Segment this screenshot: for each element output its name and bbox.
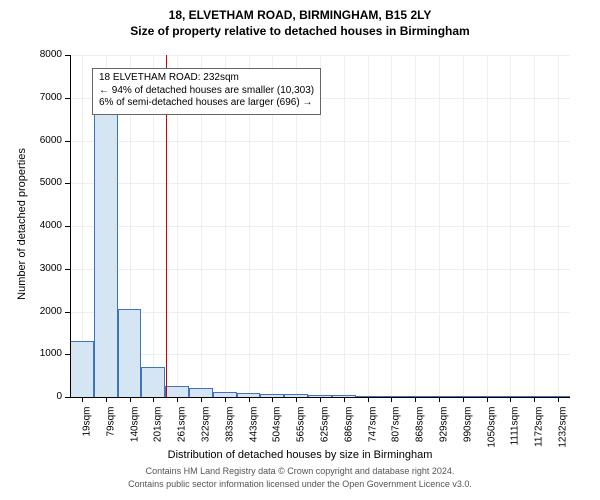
bar xyxy=(141,367,165,397)
x-tick xyxy=(439,397,440,402)
x-tick xyxy=(153,397,154,402)
y-axis-title: Number of detached properties xyxy=(16,124,28,324)
x-axis-title: Distribution of detached houses by size … xyxy=(0,449,600,461)
footer-line1: Contains HM Land Registry data © Crown c… xyxy=(0,466,600,476)
x-tick xyxy=(225,397,226,402)
x-tick xyxy=(534,397,535,402)
grid-line-horizontal xyxy=(70,226,570,227)
grid-line-horizontal xyxy=(70,269,570,270)
x-tick xyxy=(296,397,297,402)
grid-line-horizontal xyxy=(70,55,570,56)
x-tick xyxy=(463,397,464,402)
footer-line2: Contains public sector information licen… xyxy=(0,479,600,489)
x-tick xyxy=(558,397,559,402)
y-tick-label: 6000 xyxy=(40,135,62,146)
x-tick xyxy=(344,397,345,402)
x-tick xyxy=(130,397,131,402)
annotation-line1: 18 ELVETHAM ROAD: 232sqm xyxy=(99,72,314,85)
bar xyxy=(94,106,118,397)
bar xyxy=(118,309,142,397)
bar xyxy=(189,388,213,397)
x-tick xyxy=(249,397,250,402)
x-tick xyxy=(82,397,83,402)
grid-line-horizontal xyxy=(70,354,570,355)
y-tick-label: 3000 xyxy=(40,263,62,274)
y-tick-label: 1000 xyxy=(40,348,62,359)
grid-line-horizontal xyxy=(70,141,570,142)
bar xyxy=(70,341,94,397)
x-tick xyxy=(487,397,488,402)
y-tick-label: 7000 xyxy=(40,92,62,103)
x-tick xyxy=(510,397,511,402)
y-tick-label: 2000 xyxy=(40,306,62,317)
x-tick xyxy=(106,397,107,402)
chart-title-line1: 18, ELVETHAM ROAD, BIRMINGHAM, B15 2LY xyxy=(0,8,600,22)
y-tick-label: 4000 xyxy=(40,220,62,231)
y-axis-line xyxy=(70,55,71,397)
x-tick xyxy=(177,397,178,402)
x-tick xyxy=(272,397,273,402)
x-tick xyxy=(320,397,321,402)
x-tick xyxy=(368,397,369,402)
y-tick-label: 5000 xyxy=(40,177,62,188)
annotation-line2: ← 94% of detached houses are smaller (10… xyxy=(99,85,314,98)
y-tick-label: 0 xyxy=(56,391,62,402)
y-tick-label: 8000 xyxy=(40,49,62,60)
annotation-line3: 6% of semi-detached houses are larger (6… xyxy=(99,97,314,110)
x-tick xyxy=(415,397,416,402)
grid-line-horizontal xyxy=(70,183,570,184)
x-tick xyxy=(201,397,202,402)
bar xyxy=(165,386,189,397)
annotation-box: 18 ELVETHAM ROAD: 232sqm← 94% of detache… xyxy=(92,68,321,115)
grid-line-horizontal xyxy=(70,312,570,313)
x-tick xyxy=(391,397,392,402)
chart-title-line2: Size of property relative to detached ho… xyxy=(0,24,600,38)
